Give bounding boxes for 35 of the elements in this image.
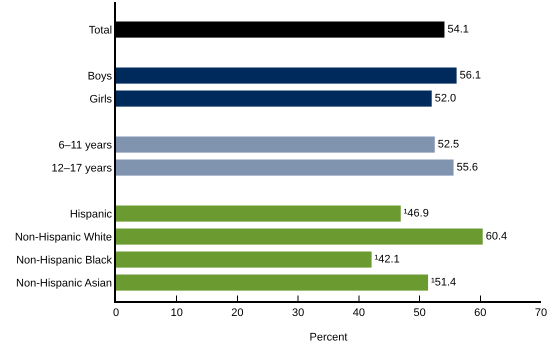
- bar: [116, 136, 435, 153]
- x-tick-label: 50: [413, 306, 426, 319]
- x-tick-label: 40: [352, 306, 365, 319]
- bar: [116, 68, 457, 84]
- y-tick-label: Non-Hispanic White: [14, 231, 112, 244]
- data-label: 55.6: [456, 162, 478, 174]
- data-label: 54.1: [447, 24, 469, 36]
- y-tick-label: Non-Hispanic Asian: [16, 277, 112, 290]
- data-label: 52.5: [438, 138, 460, 151]
- x-tick-label: 20: [231, 306, 244, 319]
- data-label: ¹42.1: [374, 254, 400, 266]
- bar: [116, 206, 401, 222]
- bar: [116, 252, 372, 268]
- y-tick-label: Non-Hispanic Black: [16, 254, 113, 266]
- y-tick-label: Hispanic: [70, 208, 113, 220]
- y-tick-label: 6–11 years: [58, 139, 113, 152]
- y-tick-label: Total: [88, 24, 112, 36]
- data-label: 56.1: [460, 70, 482, 82]
- x-tick-label: 60: [474, 306, 486, 319]
- y-tick-label: Boys: [88, 70, 113, 82]
- bar: [116, 90, 432, 107]
- data-label: ¹51.4: [431, 276, 456, 289]
- bar: [116, 228, 483, 245]
- data-label: 60.4: [486, 230, 508, 243]
- x-tick-label: 70: [534, 306, 548, 319]
- x-tick-label: 0: [112, 306, 120, 319]
- x-axis-title: Percent: [310, 332, 348, 344]
- bar: [116, 160, 454, 176]
- y-tick-label: Girls: [89, 93, 113, 106]
- data-label: ¹46.9: [404, 208, 429, 220]
- data-label: 52.0: [434, 92, 456, 105]
- x-tick-label: 30: [292, 306, 304, 319]
- bar: [116, 274, 428, 291]
- y-tick-label: 12–17 years: [52, 162, 113, 174]
- x-tick-label: 10: [170, 306, 183, 319]
